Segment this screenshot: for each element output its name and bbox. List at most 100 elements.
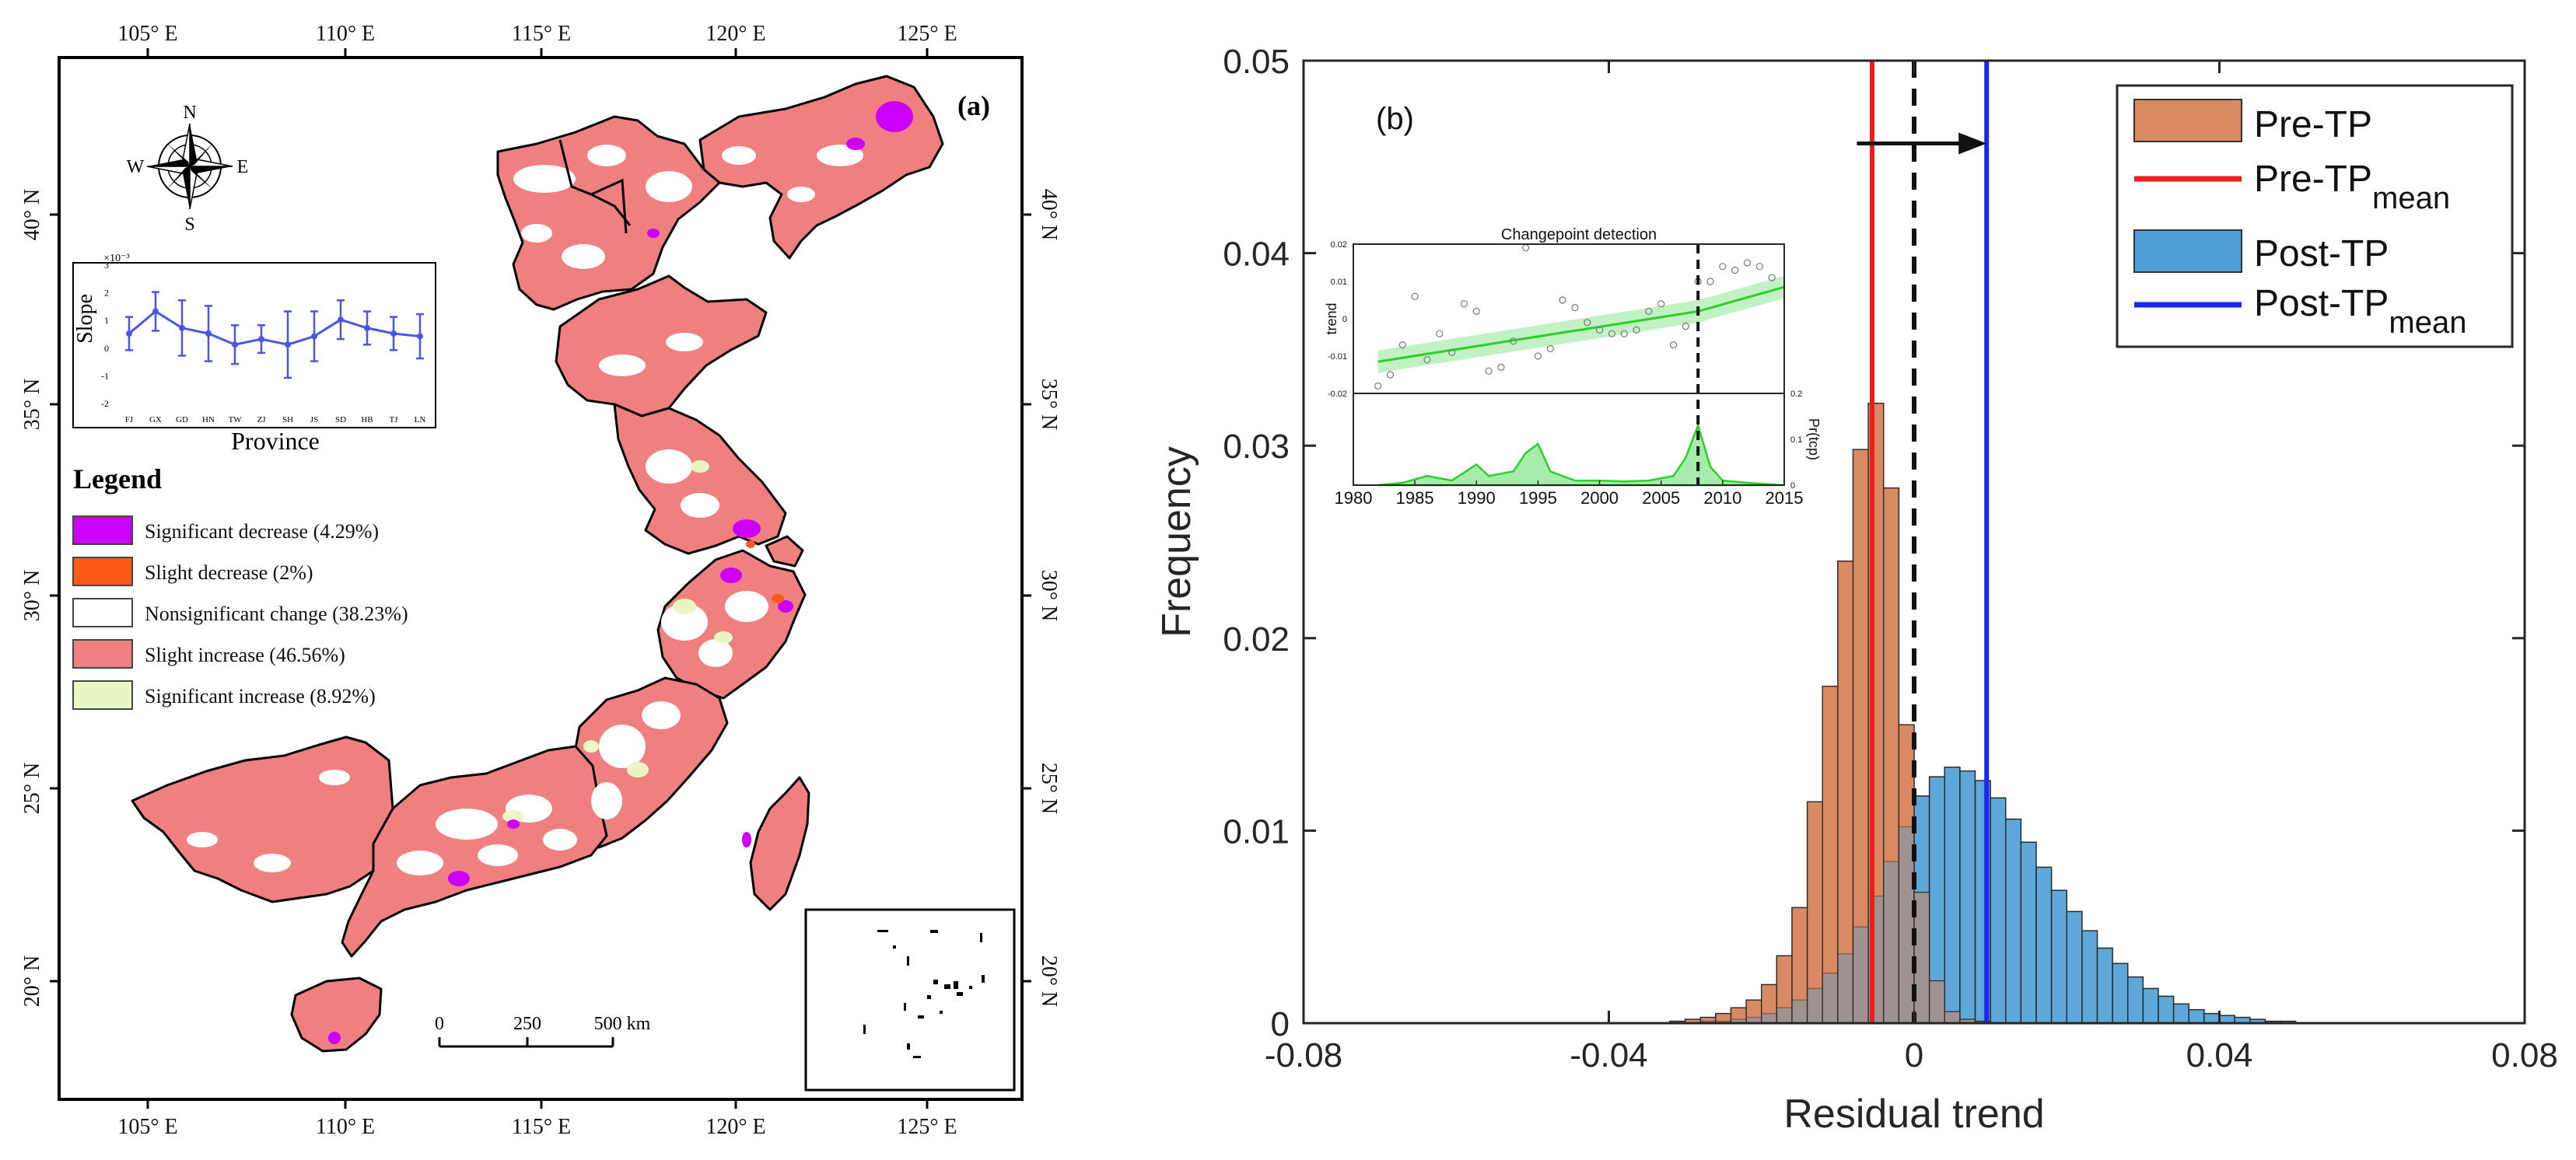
inset-x-tick-label: 2015 [1766,488,1804,508]
inset-trend-point [1768,274,1776,281]
province-hainan [290,977,383,1053]
panel-b-label: (b) [1376,102,1414,136]
legend-swatch-pre-tp [2133,99,2242,142]
inset-trend-point [1608,330,1615,337]
lon-tick-top-120: 120° E [705,22,765,46]
pre-tp-overlap-bar [1791,907,1808,1024]
lat-tick-right-20: 20° N [1037,956,1061,1007]
panel-a-label: (a) [957,90,990,121]
post-tp-bar [2050,889,2067,1024]
inset-x-tick-label: 1995 [1519,488,1557,508]
slope-y-ticks: 3 2 1 0 -1 -2 [101,260,109,409]
inset-probability-area [1377,422,1785,487]
y-tick-label: 0.04 [1223,236,1290,274]
inset-trend-point [1448,348,1456,356]
inset-title: Changepoint detection [1501,226,1657,243]
pre-tp-overlap-bar [1761,984,1777,1024]
inset-trend-point [1633,326,1640,334]
pre-tp-overlap-bar [1944,1011,1961,1024]
slope-xtick-fj: FJ [125,415,134,425]
lon-tick-bottom-105: 105° E [117,1115,177,1139]
inset-trend-point [1719,263,1727,271]
inset-x-tick-label: 1985 [1396,488,1434,508]
lat-tick-right-25: 25° N [1037,763,1061,814]
inset-trend-point [1584,319,1591,327]
lon-tick-bottom-125: 125° E [897,1115,957,1139]
inset-trend-point [1534,352,1542,360]
x-tick-label: -0.04 [1570,1036,1647,1074]
scale-label-0: 0 [435,1014,444,1034]
slope-point [152,308,159,315]
inset-top-y-tick-label: -0.01 [1328,352,1347,362]
post-tp-bar [2188,1008,2205,1024]
inset-trend-point [1645,307,1653,315]
post-tp-bar [2203,1012,2221,1024]
pre-tp-overlap-bar [1929,980,1945,1024]
lat-tick-left-25: 25° N [20,763,44,814]
province-zhejiang [656,549,807,700]
compass-e: E [237,157,249,177]
y-tick-label: 0.02 [1223,620,1290,659]
legend-item-label-0: Significant decrease (4.29%) [145,520,379,543]
inset-bottom-ylabel: Pr(tcp) [1806,418,1822,460]
post-tp-bar [2081,930,2098,1024]
slope-series [125,291,424,379]
scale-label-250: 250 [513,1014,541,1034]
slope-xtick-tw: TW [228,415,242,425]
legend-label-pre-tp-mean: Pre-TPmean [2254,159,2450,215]
province-taiwan [749,776,810,911]
slope-xtick-sd: SD [335,415,346,425]
slope-xtick-hb: HB [361,415,373,425]
slope-ytick-label: 1 [104,315,109,326]
lat-tick-left-20: 20° N [20,956,44,1007]
legend-swatch-post-tp [2133,229,2242,273]
lat-tick-left-40: 40° N [20,189,44,240]
slope-ytick-label: 2 [104,288,109,299]
inset-trend-point [1559,296,1566,304]
y-axis-label: Frequency [1154,446,1199,638]
inset-trend-point [1755,263,1763,271]
inset-trend-point [1423,356,1431,364]
inset-trend-point [1669,341,1678,349]
post-tp-bar [1944,766,1961,1024]
slope-exponent: ×10⁻³ [103,253,129,264]
legend-post-tp-mean-main: Post-TP [2254,283,2389,324]
post-tp-bar [2020,841,2037,1024]
post-tp-bar [2005,818,2022,1024]
lon-tick-bottom-120: 120° E [705,1115,765,1139]
slope-xtick-tj: TJ [390,415,399,425]
lon-tick-top-115: 115° E [512,22,571,46]
legend-item-label-4: Significant increase (8.92%) [145,685,376,708]
slope-xtick-sh: SH [282,415,293,425]
x-tick-label: 0.04 [2186,1036,2253,1074]
post-tp-bar [2127,976,2144,1024]
slope-point [126,330,132,337]
inset-x-tick-label: 2005 [1642,488,1680,508]
map-significant-decrease [328,101,913,1044]
slope-point [258,336,264,343]
legend-item-label-3: Slight increase (46.56%) [145,644,345,666]
inset-x-tick-label: 2010 [1703,488,1741,508]
province-borders [558,139,632,234]
inset-trend-point [1682,323,1689,330]
compass-n: N [183,103,196,123]
y-tick-label: 0.03 [1223,428,1290,466]
slope-ytick-label: -1 [101,370,109,381]
inset-trend-point [1510,337,1517,345]
inset-trend-band [1377,275,1784,373]
slope-inset-frame [72,262,436,428]
histogram-panel: -0.08 -0.04 0 0.04 0.08 0 0.01 0.02 0.03 0.04 0.05… [1154,43,2558,1137]
province-shandong [555,274,768,418]
slope-point [390,330,397,337]
y-tick-label: 0.01 [1223,812,1290,851]
slope-point [311,333,317,340]
slope-point [285,341,291,348]
legend-swatch-2 [72,598,133,627]
inset-trend-point [1460,300,1468,308]
map-legend: Legend Significant decrease (4.29%) Sligh… [72,463,408,710]
inset-trend-point [1436,330,1444,337]
post-tp-bar [2142,987,2159,1024]
inset-trend-point [1657,300,1665,308]
histogram-legend: Pre-TP Pre-TPmean Post-TP Post-TPmean [2116,84,2514,348]
